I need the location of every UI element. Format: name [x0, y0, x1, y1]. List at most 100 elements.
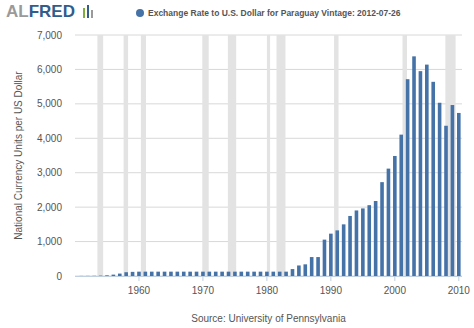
- y-tick-label: 2,000: [37, 202, 62, 213]
- bar: [80, 275, 84, 276]
- bar: [323, 240, 327, 276]
- bar: [291, 269, 295, 276]
- bar: [412, 56, 416, 276]
- bar: [297, 265, 301, 276]
- y-tick-label: 0: [56, 271, 62, 282]
- bar: [214, 272, 218, 276]
- bar: [131, 272, 135, 276]
- bar: [438, 103, 442, 276]
- shaded-range: [124, 35, 128, 276]
- shaded-range: [334, 35, 338, 276]
- shaded-range: [276, 35, 285, 276]
- bar: [99, 275, 103, 276]
- bar: [329, 234, 333, 276]
- x-tick-label: 1980: [256, 285, 279, 296]
- bar: [425, 65, 429, 276]
- bar: [201, 272, 205, 276]
- legend-label: Exchange Rate to U.S. Dollar for Paragua…: [148, 8, 401, 18]
- bar: [419, 71, 423, 276]
- x-tick-label: 2010: [448, 285, 471, 296]
- bar: [246, 272, 250, 276]
- bar: [342, 224, 346, 276]
- y-tick-label: 4,000: [37, 133, 62, 144]
- logo: ALFRED: [6, 2, 75, 21]
- bar: [112, 275, 116, 276]
- bar: [406, 79, 410, 276]
- bar: [259, 272, 263, 276]
- bar: [144, 272, 148, 276]
- bar: [278, 272, 282, 276]
- logo-part: FRED: [29, 2, 75, 21]
- logo-icon: [83, 8, 85, 18]
- bar: [451, 105, 455, 276]
- bar: [431, 82, 435, 276]
- bar: [137, 272, 141, 276]
- bar: [227, 272, 231, 276]
- bar: [310, 257, 314, 276]
- y-tick-label: 1,000: [37, 236, 62, 247]
- shaded-range: [202, 35, 208, 276]
- bar: [169, 272, 173, 276]
- x-tick-label: 1990: [320, 285, 343, 296]
- bar: [156, 272, 160, 276]
- logo-part: AL: [6, 2, 29, 21]
- shaded-range: [228, 35, 236, 276]
- x-tick: [394, 276, 395, 281]
- bar: [105, 275, 109, 276]
- bar: [220, 272, 224, 276]
- y-tick-label: 7,000: [37, 30, 62, 41]
- bar: [367, 205, 371, 276]
- x-axis-line: [75, 276, 462, 277]
- bar: [124, 272, 128, 276]
- y-tick-label: 6,000: [37, 64, 62, 75]
- bar: [252, 272, 256, 276]
- bar: [303, 264, 307, 276]
- x-tick: [330, 276, 331, 281]
- bar: [316, 257, 320, 276]
- background: [0, 0, 474, 328]
- y-tick-label: 3,000: [37, 167, 62, 178]
- bar: [457, 113, 461, 276]
- bar: [355, 210, 359, 276]
- bar: [284, 272, 288, 276]
- bar: [188, 272, 192, 276]
- bar: [240, 272, 244, 276]
- x-tick: [266, 276, 267, 281]
- bar: [393, 156, 397, 276]
- bar: [118, 274, 122, 276]
- shaded-range: [97, 35, 103, 276]
- y-tick-label: 5,000: [37, 98, 62, 109]
- logo-icon: [91, 10, 93, 18]
- logo-icon: [87, 5, 89, 18]
- bar: [176, 272, 180, 276]
- x-tick-label: 2000: [384, 285, 407, 296]
- x-tick: [138, 276, 139, 281]
- bar: [233, 272, 237, 276]
- bar: [271, 272, 275, 276]
- x-tick: [458, 276, 459, 281]
- x-tick: [202, 276, 203, 281]
- bar: [163, 272, 167, 276]
- bar: [399, 135, 403, 276]
- bar: [444, 126, 448, 276]
- shaded-range: [141, 35, 146, 276]
- bar: [380, 182, 384, 276]
- bar: [265, 272, 269, 276]
- bar: [150, 272, 154, 276]
- source: Source: University of Pennsylvania: [191, 313, 346, 324]
- bar: [86, 275, 90, 276]
- bar: [361, 208, 365, 276]
- chart: ALFRED Exchange Rate to U.S. Dollar for P…: [0, 0, 474, 328]
- legend-swatch: [136, 9, 144, 17]
- bar: [182, 272, 186, 276]
- bar: [195, 272, 199, 276]
- bar: [335, 230, 339, 276]
- x-tick-label: 1970: [192, 285, 215, 296]
- x-tick-label: 1960: [128, 285, 151, 296]
- bar: [348, 216, 352, 276]
- bar: [374, 201, 378, 276]
- plot-area: [80, 35, 461, 276]
- y-axis-label: National Currency Units per US Dollar: [13, 71, 24, 240]
- bar: [92, 275, 96, 276]
- bar: [387, 169, 391, 276]
